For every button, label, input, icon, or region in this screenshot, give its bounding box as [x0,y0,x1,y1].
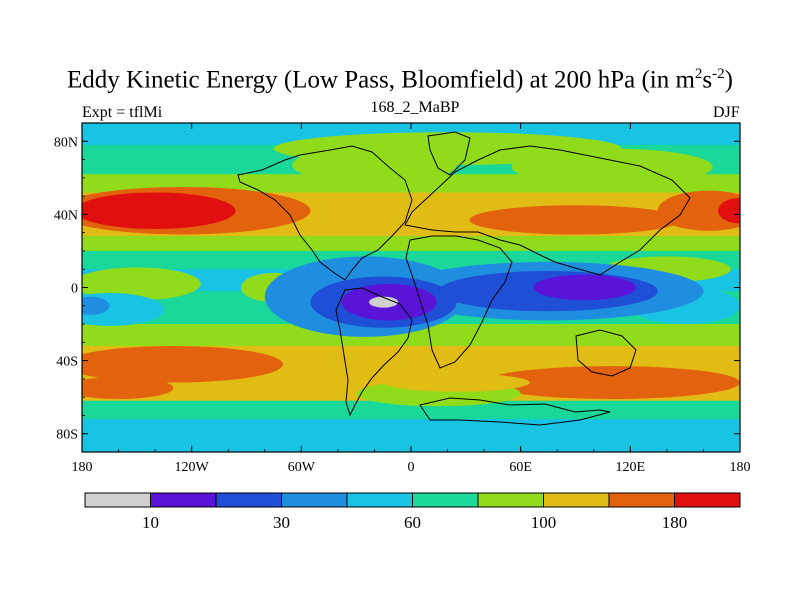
colorbar-label-3: 100 [531,513,557,532]
field-feature-19 [533,274,636,301]
x-tick-label-6: 180 [730,460,751,475]
x-tick-label-5: 120E [616,460,646,475]
colorbar-swatch-2 [215,492,282,508]
field-band-4 [82,236,740,251]
colorbar-label-1: 30 [273,513,290,532]
coastline-layer [237,131,691,426]
colorbar-swatch-4 [346,492,413,508]
y-tick-label-1: 40N [54,208,78,223]
colorbar-swatch-9 [674,492,741,508]
colorbar-swatch-1 [150,492,217,508]
run-id-label: 168_2_MaBP [370,99,460,116]
experiment-label: Expt = tflMi [82,104,163,121]
season-label: DJF [713,104,740,121]
contour-fill-layer [82,123,740,452]
x-tick-label-3: 0 [408,460,415,475]
x-axis: 180 120W 60W 0 60E 120E 180 [72,123,751,475]
chart-title-sup-1: 2 [694,66,703,82]
australia-outline [575,329,637,377]
field-feature-25 [383,373,530,392]
field-feature-15 [82,296,110,315]
colorbar-label-4: 180 [662,513,688,532]
y-tick-label-2: 0 [71,282,78,297]
field-feature-6 [292,146,457,184]
chart-title-text: Eddy Kinetic Energy (Low Pass, Bloomfiel… [67,66,695,94]
colorbar-swatch-3 [281,492,348,508]
chart-title: Eddy Kinetic Energy (Low Pass, Bloomfiel… [0,66,800,94]
y-axis: 80N 40N 0 40S 80S [54,122,740,453]
x-tick-label-0: 180 [72,460,93,475]
y-tick-label-4: 80S [56,428,78,443]
colorbar-swatch-0 [84,492,151,508]
north-america-outline [237,145,413,281]
y-tick-label-0: 80N [54,135,78,150]
south-america-outline [335,287,413,417]
colorbar-label-0: 10 [142,513,159,532]
field-band-8 [82,324,740,346]
field-feature-21 [82,345,284,383]
colorbar-swatch-5 [412,492,479,508]
colorbar-swatch-8 [608,492,675,508]
field-feature-9 [82,267,201,301]
x-tick-label-2: 60W [288,460,316,475]
x-tick-label-4: 60E [509,460,532,475]
field-feature-4 [718,197,740,224]
field-feature-3 [657,190,740,231]
field-feature-2 [469,205,682,235]
y-tick-label-3: 40S [56,355,78,370]
chart-title-sup-2: -2 [712,66,725,82]
field-feature-23 [484,366,740,399]
field-band-10 [82,400,740,420]
field-feature-11 [82,292,165,326]
field-feature-1 [82,192,236,230]
colorbar-label-2: 60 [404,513,421,532]
antarctica-outline [419,397,611,426]
field-feature-22 [82,377,174,399]
colorbar-swatch-7 [543,492,610,508]
colorbar: 10 30 60 100 180 [84,492,741,532]
x-tick-label-1: 120W [175,460,210,475]
chart-title-unit-mid: s [702,66,713,94]
field-feature-7 [511,148,713,186]
africa-outline [405,235,513,369]
colorbar-swatch-6 [477,492,544,508]
chart-title-end: ) [724,66,733,94]
greenland-outline [427,131,471,176]
field-feature-20 [368,296,399,308]
eurasia-outline [404,145,691,276]
